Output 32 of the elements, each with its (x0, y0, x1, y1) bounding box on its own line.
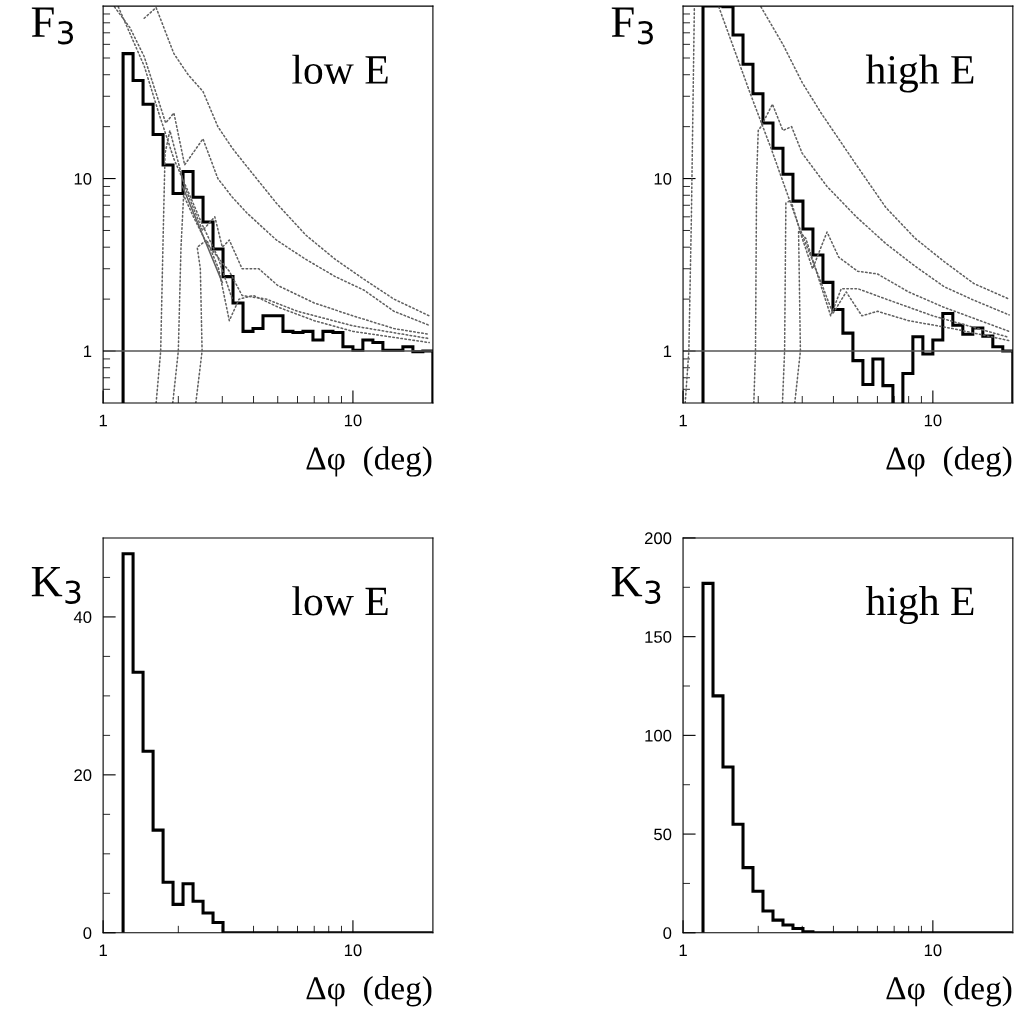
annotation: low E (292, 54, 388, 84)
x-tick-label: 10 (924, 414, 942, 427)
x-axis-title: Δφ (deg) (306, 446, 432, 477)
x-axis-title: Δφ (deg) (306, 976, 432, 1007)
y-tick-label: 10 (74, 172, 92, 185)
x-tick-label: 10 (344, 414, 362, 427)
y-axis-title: K$_{3}$ (611, 567, 661, 604)
y-axis-title: F$_{3}$ (611, 7, 653, 45)
y-tick-label: 0 (663, 927, 672, 939)
x-tick-label: 10 (924, 944, 942, 957)
y-tick-label: 0 (83, 927, 92, 939)
y-tick-label: 20 (74, 769, 92, 782)
annotation: high E (865, 54, 974, 93)
y-tick-label: 50 (654, 828, 672, 841)
y-tick-label: 1 (663, 345, 672, 358)
y-axis-title: K$_{3}$ (31, 567, 81, 604)
annotation: high E (865, 586, 974, 625)
y-axis-title: F$_{3}$ (31, 7, 74, 45)
x-tick-label: 1 (99, 414, 107, 427)
y-tick-label: 150 (645, 631, 672, 643)
x-tick-label: 1 (679, 944, 687, 956)
annotation: low E (292, 586, 388, 616)
x-tick-label: 1 (679, 414, 687, 427)
y-tick-label: 40 (73, 611, 92, 624)
x-tick-label: 1 (99, 944, 107, 956)
x-axis-title: Δφ (deg) (886, 446, 1012, 477)
y-tick-label: 10 (654, 172, 672, 185)
y-tick-label: 200 (644, 532, 672, 545)
y-tick-label: 100 (645, 729, 672, 742)
y-tick-label: 1 (84, 345, 92, 358)
x-axis-title: Δφ (deg) (886, 976, 1012, 1007)
x-tick-label: 10 (344, 944, 362, 957)
